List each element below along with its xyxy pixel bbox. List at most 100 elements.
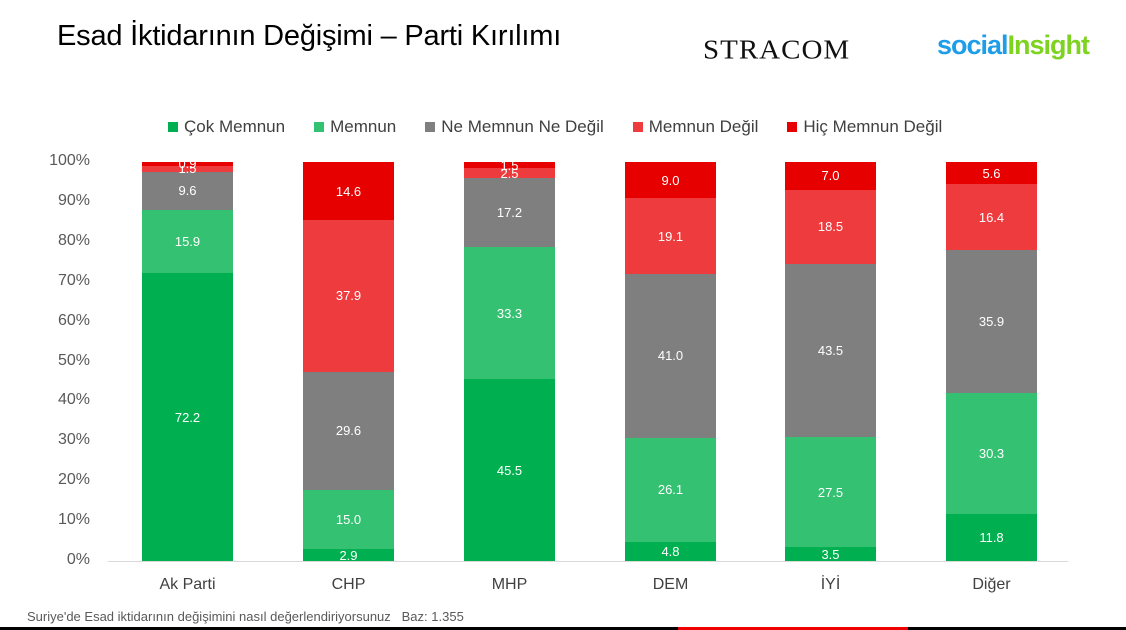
bar-segment: 0.9 [142,156,233,171]
data-label: 41.0 [657,348,684,364]
bar-segment: 14.6 [303,162,394,221]
footnote-base: Baz: 1.355 [401,609,464,624]
stracom-logo: STRACOM [703,34,851,66]
bar-segment: 72.2 [142,273,233,561]
bar-segment: 5.6 [946,162,1037,185]
bar-segment: 15.9 [142,209,233,274]
data-label: 33.3 [496,305,523,321]
data-label: 2.5 [500,165,519,181]
page-title: Esad İktidarının Değişimi – Parti Kırılı… [57,20,562,52]
data-label: 45.5 [496,462,523,478]
y-tick-label: 100% [49,152,90,169]
legend-swatch [425,122,436,132]
bar-segment: 37.9 [303,220,394,372]
data-label: 15.0 [335,512,362,528]
x-tick-label: İYİ [820,576,841,593]
y-tick-label: 60% [57,311,90,329]
data-label: 43.5 [817,343,844,359]
data-label: 2.9 [339,547,358,563]
legend-swatch [314,122,325,132]
data-label: 16.4 [978,209,1005,225]
bar-segment: 3.5 [785,546,876,562]
bar-segment: 33.3 [464,246,555,380]
bar-segment: 2.9 [303,547,394,563]
y-tick-label: 50% [57,351,90,369]
bar-segment: 30.3 [946,393,1037,514]
bar-segment: 41.0 [625,274,716,438]
bar-segment: 9.0 [625,162,716,198]
bar-segment: 18.5 [785,189,876,264]
data-label: 72.2 [174,409,201,425]
bar-segment: 7.0 [785,162,876,190]
legend-item-hic-memnun-degil: Hiç Memnun Değil [787,117,942,137]
legend-swatch [632,122,643,132]
y-tick-label: 10% [57,511,90,529]
legend-swatch [168,122,178,132]
x-tick-label: Diğer [972,576,1011,593]
bar-segment: 2.5 [464,165,555,181]
y-tick-label: 30% [57,431,90,449]
bar-segment: 11.8 [946,513,1037,561]
plot-area: 72.2 15.9 9.6 1.5 0.9 2.9 15.0 29.6 37.9 14.6 45.5… [120,156,1060,563]
stacked-bar-5: 11.8 30.3 35.9 16.4 5.6 [946,162,1037,561]
data-label: 19.1 [657,228,684,244]
data-label: 3.5 [821,546,840,562]
legend-swatch [787,122,798,132]
x-tick-label: DEM [652,576,689,593]
data-label: 4.8 [661,543,680,559]
legend-item-memnun: Memnun [314,117,396,137]
y-tick-label: 80% [57,231,90,249]
bar-segment: 9.6 [142,171,233,210]
y-tick-label: 70% [57,271,90,289]
chart-legend: Çok Memnun Memnun Ne Memnun Ne Değil Mem… [168,117,971,137]
x-axis-line [108,561,1068,562]
bar-segment: 26.1 [625,437,716,542]
bar-segment: 16.4 [946,184,1037,250]
bar-segment: 19.1 [625,197,716,275]
legend-item-ne-memnun-ne-degil: Ne Memnun Ne Değil [425,117,604,137]
footnote-question: Suriye'de Esad iktidarının değişimini na… [27,609,391,624]
stacked-bar-0: 72.2 15.9 9.6 1.5 0.9 [142,156,233,561]
data-label: 27.5 [817,484,844,500]
data-label: 9.6 [178,183,197,199]
data-label: 9.0 [661,172,680,188]
y-tick-label: 40% [57,391,90,409]
bar-segment: 4.8 [625,541,716,561]
bar-segment: 15.0 [303,489,394,550]
y-tick-label: 0% [66,551,90,568]
bar-segment: 17.2 [464,177,555,247]
data-label: 35.9 [978,313,1005,329]
data-label: 5.6 [982,165,1001,181]
data-label: 18.5 [817,219,844,235]
data-label: 29.6 [335,423,362,439]
data-label: 15.9 [174,234,201,250]
bottom-divider [0,627,1126,630]
stacked-bar-2: 45.5 33.3 17.2 2.5 1.5 [464,158,555,561]
bar-segment: 27.5 [785,437,876,548]
y-tick-label: 20% [57,471,90,489]
logo-social-text: social [937,30,1009,60]
data-label: 17.2 [496,204,523,220]
stacked-bar-3: 4.8 26.1 41.0 19.1 9.0 [625,162,716,561]
data-label: 37.9 [335,288,362,304]
bar-segment: 45.5 [464,379,555,561]
data-label: 7.0 [821,168,840,184]
legend-item-memnun-degil: Memnun Değil [632,117,758,137]
x-tick-label: Ak Parti [159,576,216,593]
socialinsight-logo: socialInsight [937,30,1090,61]
x-tick-label: MHP [491,576,528,593]
stacked-bar-1: 2.9 15.0 29.6 37.9 14.6 [303,162,394,563]
legend-item-cok-memnun: Çok Memnun [168,117,285,137]
logo-insight-text: Insight [1007,30,1090,60]
data-label: 1.5 [500,157,519,173]
data-label: 0.9 [178,156,197,172]
data-label: 26.1 [657,482,684,498]
data-label: 14.6 [335,183,362,199]
bar-segment: 1.5 [464,158,555,173]
bar-segment: 29.6 [303,371,394,490]
bar-segment: 43.5 [785,263,876,438]
data-label: 30.3 [978,445,1005,461]
data-label: 11.8 [979,529,1004,545]
x-tick-label: CHP [331,576,366,593]
stacked-bar-4: 3.5 27.5 43.5 18.5 7.0 [785,162,876,562]
